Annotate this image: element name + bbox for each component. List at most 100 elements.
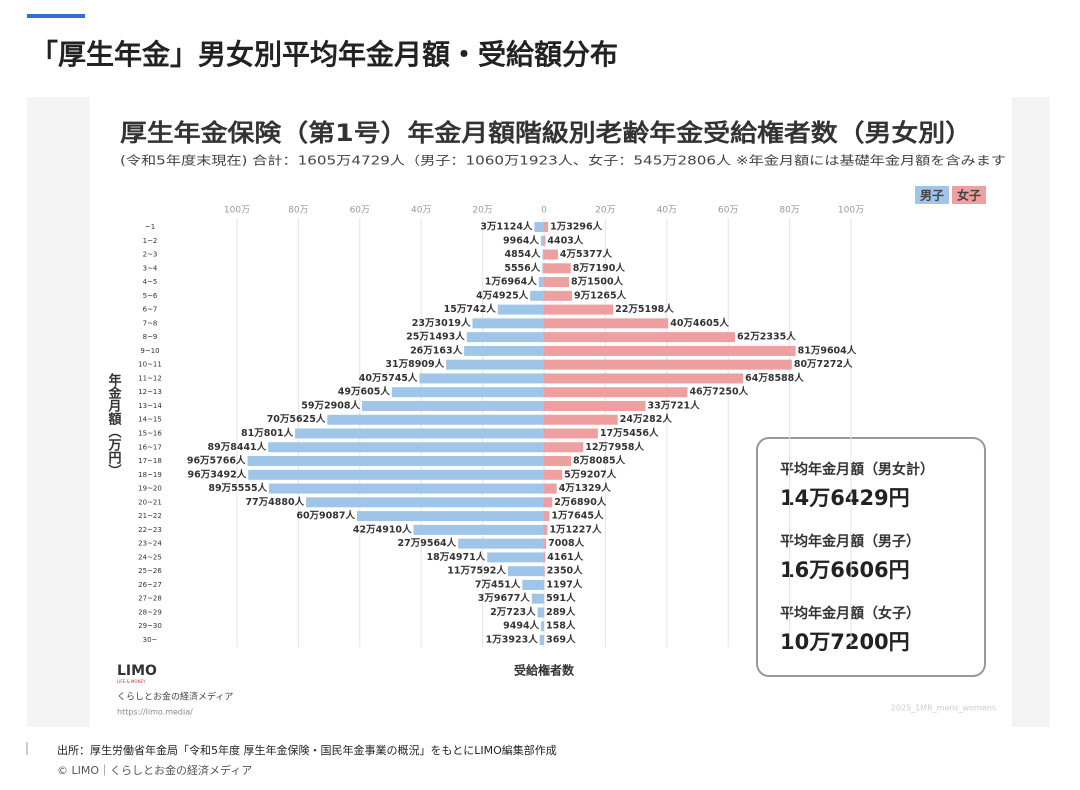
data-label: 62万2335人 bbox=[737, 331, 796, 343]
bar bbox=[472, 318, 544, 328]
bar bbox=[544, 277, 569, 287]
y-tick-label: 20~21 bbox=[138, 498, 162, 506]
bar bbox=[538, 607, 544, 617]
bar bbox=[544, 429, 598, 439]
bar bbox=[544, 250, 558, 260]
data-label: 4161人 bbox=[547, 551, 583, 563]
data-label: 3万1124人 bbox=[480, 221, 533, 233]
caption-credit: © LIMO｜くらしとお金の経済メディア bbox=[57, 763, 252, 777]
data-label: 7008人 bbox=[548, 537, 584, 549]
bar bbox=[532, 594, 544, 604]
bar bbox=[248, 456, 544, 466]
bar bbox=[544, 484, 557, 494]
bar bbox=[544, 497, 552, 507]
summary-value: 14万6429円 bbox=[780, 486, 910, 510]
data-label: 15万742人 bbox=[444, 303, 497, 315]
chart-title: 厚生年金保険（第1号）年金月額階級別老齢年金受給権者数（男女別） bbox=[120, 119, 972, 147]
y-tick-label: 18~19 bbox=[138, 471, 162, 479]
bar bbox=[414, 525, 544, 535]
bar bbox=[508, 566, 544, 576]
data-label: 96万3492人 bbox=[188, 468, 247, 480]
bar bbox=[544, 511, 549, 521]
data-label: 591人 bbox=[546, 592, 576, 604]
data-label: 1197人 bbox=[546, 578, 582, 590]
bar bbox=[544, 236, 545, 246]
data-label: 77万4880人 bbox=[245, 496, 304, 508]
data-label: 81万9604人 bbox=[798, 344, 857, 356]
y-tick-label: 6~7 bbox=[143, 306, 158, 314]
data-label: 24万282人 bbox=[620, 413, 673, 425]
bar bbox=[268, 442, 544, 452]
bar bbox=[544, 263, 571, 273]
y-tick-label: 23~24 bbox=[138, 540, 162, 548]
bar bbox=[544, 415, 618, 425]
y-tick-label: 29~30 bbox=[138, 622, 162, 630]
data-label: 8万7190人 bbox=[573, 262, 626, 274]
data-label: 89万5555人 bbox=[208, 482, 267, 494]
x-tick-label: 0 bbox=[541, 206, 547, 216]
bar bbox=[362, 401, 544, 411]
y-tick-label: 25~26 bbox=[138, 567, 162, 575]
data-label: 7万451人 bbox=[475, 578, 521, 590]
bar bbox=[544, 539, 546, 549]
bar bbox=[487, 552, 544, 562]
data-label: 60万9087人 bbox=[296, 510, 355, 522]
legend-label: 男子 bbox=[920, 189, 944, 203]
x-tick-label: 100万 bbox=[224, 206, 250, 216]
data-label: 70万5625人 bbox=[267, 413, 326, 425]
data-label: 31万8909人 bbox=[385, 358, 444, 370]
y-tick-label: 12~13 bbox=[138, 388, 162, 396]
bar bbox=[539, 277, 544, 287]
data-label: 49万605人 bbox=[338, 386, 391, 398]
bar bbox=[544, 360, 792, 370]
y-tick-label: 5~6 bbox=[143, 292, 158, 300]
summary-value: 10万7200円 bbox=[780, 630, 910, 654]
data-label: 25万1493人 bbox=[406, 331, 465, 343]
y-tick-label: 27~28 bbox=[138, 595, 162, 603]
data-label: 4854人 bbox=[505, 248, 541, 260]
brand-tagline: くらしとお金の経済メディア bbox=[117, 691, 233, 703]
bar bbox=[544, 470, 562, 480]
y-tick-label: 1~2 bbox=[143, 237, 158, 245]
y-tick-label: 10~11 bbox=[138, 361, 162, 369]
x-tick-label: 40万 bbox=[657, 206, 677, 216]
data-label: 42万4910人 bbox=[353, 523, 412, 535]
data-label: 4万5377人 bbox=[560, 248, 613, 260]
data-label: 9万1265人 bbox=[574, 289, 627, 301]
bar bbox=[544, 222, 548, 232]
data-label: 17万5456人 bbox=[600, 427, 659, 439]
bar bbox=[540, 635, 544, 645]
data-label: 11万7592人 bbox=[447, 565, 506, 577]
data-label: 8万1500人 bbox=[571, 276, 624, 288]
data-label: 80万7272人 bbox=[794, 358, 853, 370]
data-label: 27万9564人 bbox=[398, 537, 457, 549]
bar bbox=[543, 250, 544, 260]
data-label: 2万723人 bbox=[490, 606, 536, 618]
data-label: 5万9207人 bbox=[564, 468, 617, 480]
data-label: 5556人 bbox=[504, 262, 540, 274]
bar bbox=[544, 552, 545, 562]
data-label: 1万6964人 bbox=[485, 276, 538, 288]
y-tick-label: 26~27 bbox=[138, 581, 162, 589]
x-tick-label: 40万 bbox=[411, 206, 431, 216]
accent-bar bbox=[27, 14, 85, 18]
data-label: 1万1227人 bbox=[549, 523, 602, 535]
data-label: 33万721人 bbox=[648, 399, 701, 411]
bar bbox=[357, 511, 544, 521]
bar bbox=[544, 401, 646, 411]
data-label: 89万8441人 bbox=[208, 441, 267, 453]
y-tick-label: 9~10 bbox=[140, 347, 159, 355]
bar bbox=[530, 291, 544, 301]
bar bbox=[327, 415, 544, 425]
bar bbox=[306, 497, 544, 507]
y-tick-label: 30~ bbox=[143, 636, 158, 644]
brand-url: https://limo.media/ bbox=[117, 708, 193, 717]
bar bbox=[541, 236, 544, 246]
data-label: 4万4925人 bbox=[476, 289, 529, 301]
y-tick-label: 7~8 bbox=[143, 319, 158, 327]
y-tick-label: 8~9 bbox=[143, 333, 158, 341]
data-label: 26万163人 bbox=[410, 344, 463, 356]
bar bbox=[544, 291, 572, 301]
y-tick-label: 13~14 bbox=[138, 402, 162, 410]
bar bbox=[498, 305, 544, 315]
